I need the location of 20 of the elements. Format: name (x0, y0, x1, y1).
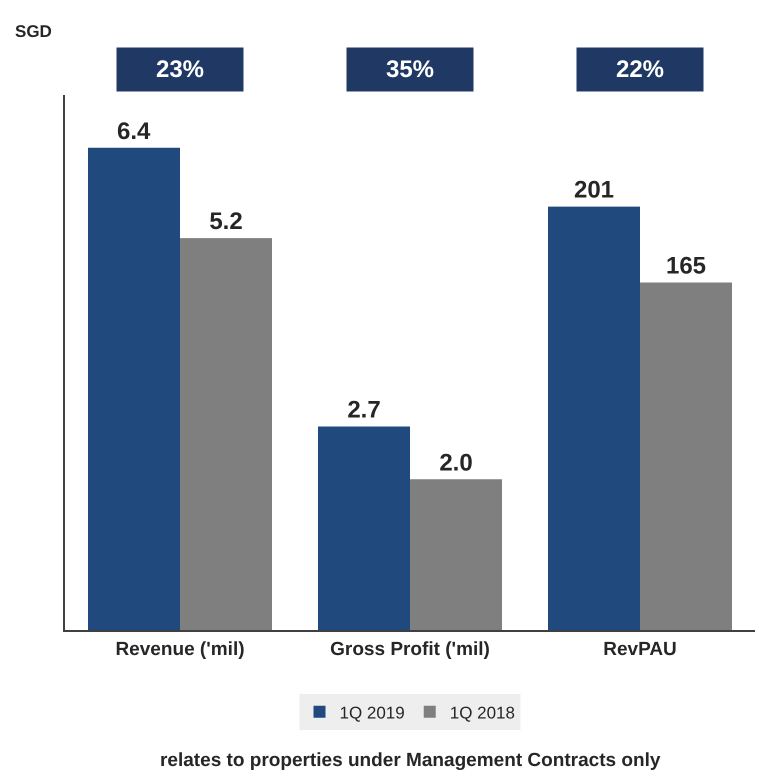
data-label: 5.2 (209, 208, 243, 236)
bar (88, 148, 180, 630)
legend-label: 1Q 2018 (450, 703, 515, 722)
data-label: 201 (574, 176, 614, 204)
bar (410, 479, 502, 630)
bar (318, 426, 410, 630)
legend-label: 1Q 2019 (340, 703, 405, 722)
text: 22% (616, 56, 664, 83)
data-label: 2.7 (347, 396, 381, 424)
data-label: 165 (666, 252, 706, 280)
x-tick-label: RevPAU (603, 638, 677, 660)
x-tick-label: Revenue ('mil) (115, 638, 245, 660)
bar (180, 238, 272, 630)
text: relates to properties under Management Contracts only (160, 750, 661, 771)
data-label: 6.4 (116, 118, 152, 145)
data-label: 2.0 (439, 449, 473, 476)
text: 35% (386, 56, 434, 83)
y-axis-title: SGD (15, 22, 52, 41)
x-tick-label: Gross Profit ('mil) (330, 638, 490, 660)
text: 23% (156, 56, 204, 83)
